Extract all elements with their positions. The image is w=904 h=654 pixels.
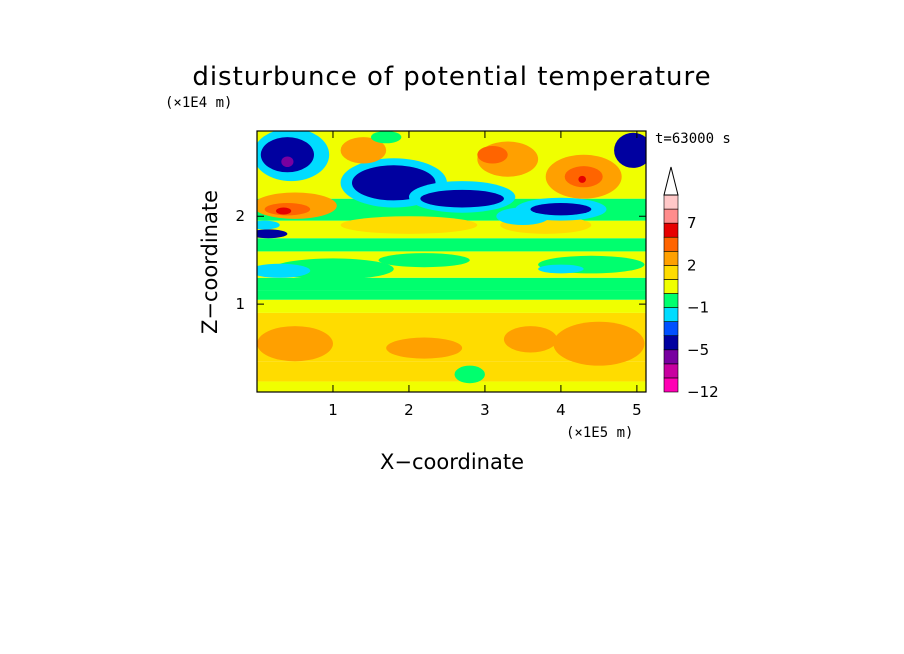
- x-axis-label: X−coordinate: [380, 450, 524, 474]
- x-tick-label: 1: [328, 401, 338, 419]
- colorbar-extend-arrow: [663, 166, 679, 196]
- colorbar-label: 7: [687, 214, 697, 232]
- field-patch-33: [370, 131, 402, 144]
- field-patch-1: [553, 321, 645, 366]
- colorbar-label: −5: [687, 341, 709, 359]
- field-patch-0: [257, 326, 333, 362]
- colorbar-swatch: [663, 293, 679, 308]
- field-patch-2: [386, 337, 463, 359]
- y-tick-label: 1: [235, 295, 245, 313]
- colorbar-swatch: [663, 194, 679, 210]
- field-patch-22: [530, 203, 592, 216]
- x-tick-label: 3: [480, 401, 490, 419]
- time-label: t=63000 s: [655, 131, 731, 147]
- field-band-0: [257, 381, 646, 392]
- x-axis: 1 2 3 4 5: [328, 131, 642, 419]
- colorbar-swatch: [663, 363, 679, 379]
- colorbar-swatch: [663, 250, 679, 266]
- colorbar-label: −12: [687, 383, 719, 401]
- colorbar: 7 2 −1 −5 −12: [663, 166, 719, 401]
- field-patch-3: [503, 326, 558, 353]
- field-band-7: [257, 238, 646, 252]
- field-patch-12: [257, 229, 288, 239]
- colorbar-swatch: [663, 377, 679, 393]
- x-tick-label: 2: [404, 401, 414, 419]
- colorbar-swatch: [663, 335, 679, 351]
- heatmap-field: [257, 131, 646, 392]
- field-band-5: [257, 277, 646, 291]
- field-patch-6: [378, 253, 470, 268]
- field-patch-24: [260, 137, 314, 173]
- colorbar-swatch: [663, 222, 679, 238]
- field-patch-34: [454, 365, 485, 384]
- colorbar-swatch: [663, 236, 679, 252]
- field-band-3: [257, 299, 646, 313]
- y-axis: 12: [235, 207, 646, 313]
- colorbar-swatch: [663, 279, 679, 294]
- colorbar-swatch: [663, 307, 679, 322]
- field-patch-5: [257, 263, 311, 278]
- field-band-4: [257, 290, 646, 300]
- field-patch-28: [477, 145, 508, 164]
- chart-title: disturbunce of potential temperature: [192, 62, 711, 92]
- field-patch-32: [340, 137, 387, 164]
- colorbar-swatch: [663, 265, 679, 280]
- colorbar-swatch: [663, 349, 679, 365]
- field-patch-31: [578, 175, 586, 183]
- x-scale-label: (×1E5 m): [566, 425, 633, 441]
- y-tick-label: 2: [235, 207, 245, 225]
- field-patch-13: [257, 220, 280, 230]
- field-patch-11: [275, 207, 292, 215]
- field-patch-19: [420, 189, 504, 208]
- field-band-1: [257, 361, 646, 382]
- plot-frame: [256, 130, 647, 393]
- colorbar-label: −1: [687, 299, 709, 317]
- y-scale-label: (×1E4 m): [165, 95, 232, 111]
- x-tick-label: 5: [632, 401, 642, 419]
- colorbar-swatch: [663, 208, 679, 224]
- field-patch-26: [614, 132, 646, 168]
- y-axis-label: Z−coordinate: [198, 190, 222, 334]
- x-tick-label: 4: [556, 401, 566, 419]
- field-patch-14: [340, 216, 478, 234]
- colorbar-swatch: [663, 321, 679, 337]
- field-patch-25: [281, 156, 294, 168]
- colorbar-label: 2: [687, 256, 697, 274]
- field-patch-8: [538, 264, 584, 274]
